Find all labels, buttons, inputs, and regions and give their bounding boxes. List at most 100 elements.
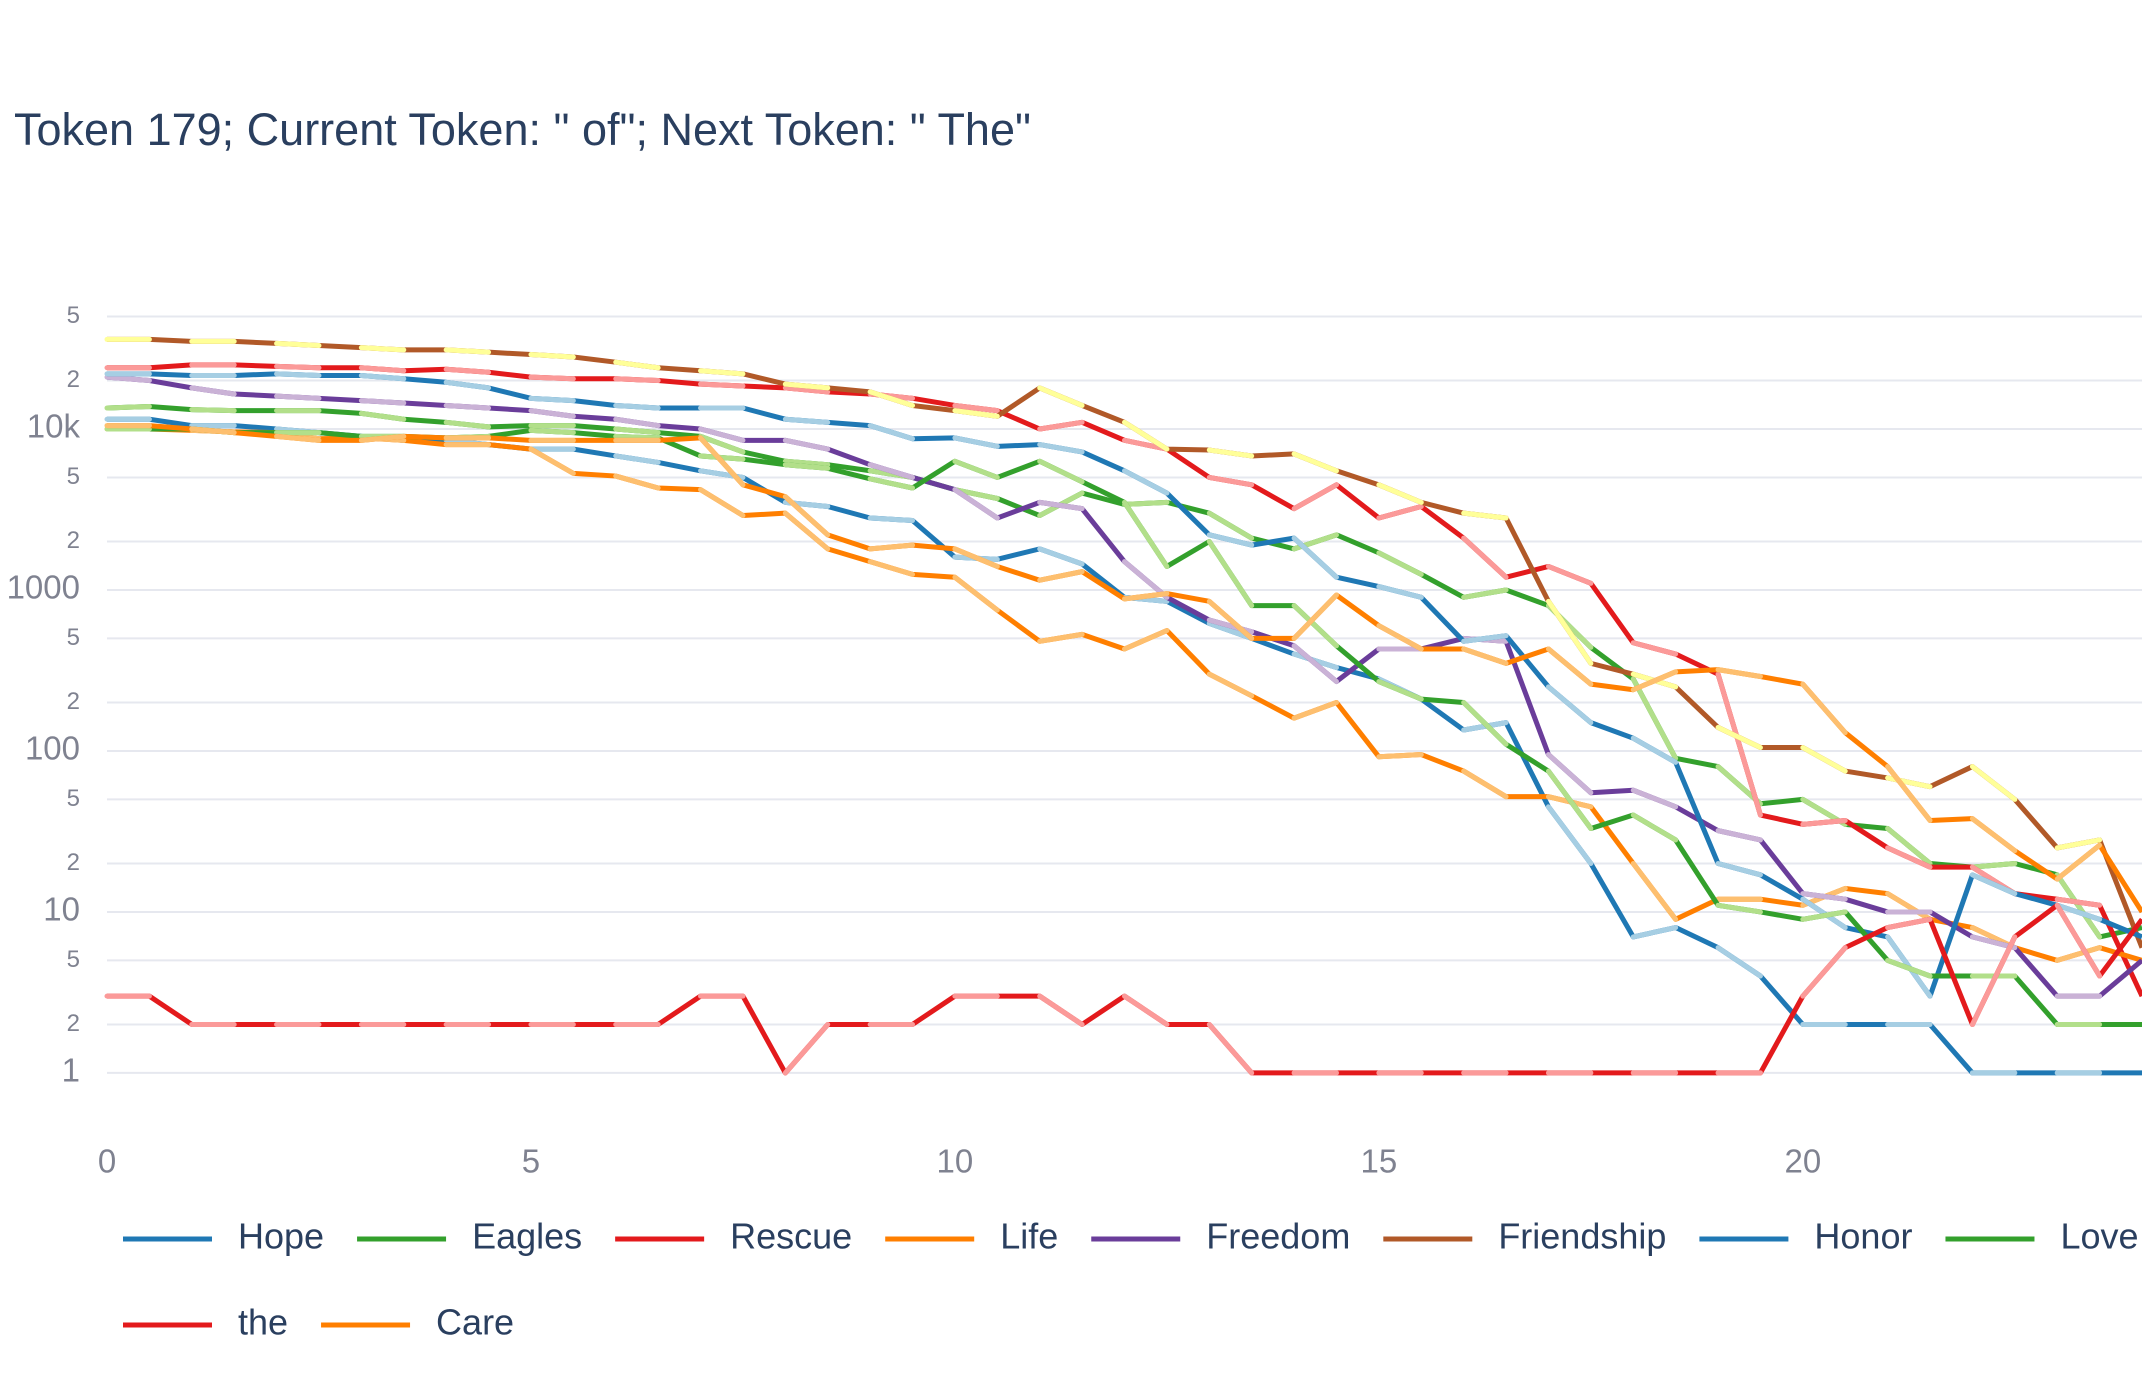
x-tick-label: 5 <box>522 1143 540 1180</box>
series-segment-shade <box>613 453 661 465</box>
series-segment-shade <box>952 402 1000 414</box>
x-tick-label: 20 <box>1784 1143 1821 1180</box>
series-segment-shade <box>782 385 831 395</box>
series-segment-shade <box>1376 550 1424 577</box>
series-segment-shade <box>1545 768 1594 831</box>
series-segment-shade <box>358 433 407 443</box>
series-line <box>107 426 2142 963</box>
series-segment-shade <box>443 379 492 391</box>
series-segment-shade <box>867 542 916 552</box>
y-tick-label: 10 <box>43 891 80 928</box>
series-segment-shade <box>1037 458 1085 485</box>
series-segment-shade <box>1206 1021 1255 1076</box>
series-segment-shade <box>1800 681 1848 736</box>
series-segment-shade <box>2054 837 2103 851</box>
series-segment-shade <box>698 426 746 443</box>
series-segment-shade <box>358 398 407 406</box>
series-segment-shade <box>528 408 576 419</box>
series-line <box>107 362 2142 998</box>
legend-label: Life <box>1000 1216 1058 1257</box>
y-tick-label: 5 <box>67 463 80 490</box>
series-segment-shade <box>867 515 916 524</box>
series-segment-shade <box>952 574 1000 613</box>
series-segment-shade <box>867 559 916 577</box>
series-segment-shade <box>613 376 661 384</box>
series-segment-shade <box>1037 442 1085 455</box>
legend-label: Friendship <box>1498 1216 1666 1257</box>
series-segment-shade <box>358 345 407 353</box>
series-segment-shade <box>1461 646 1509 666</box>
series-segment-shade <box>1206 447 1255 459</box>
series-segment-shade <box>1630 925 1679 940</box>
series-segment-shade <box>1715 902 1763 915</box>
series-segment-shade <box>952 487 1000 502</box>
series-segment-shade <box>1291 700 1339 721</box>
legend-item: Love <box>1945 1216 2139 1257</box>
y-tick-label: 100 <box>25 730 80 767</box>
series-segment-shade <box>1800 817 1848 827</box>
series-segment-shade <box>613 416 661 429</box>
series-segment-shade <box>867 462 916 480</box>
y-tick-label: 2 <box>67 527 80 554</box>
series-segment-shade <box>189 407 237 414</box>
series-segment-shade <box>358 410 407 422</box>
series-segment-shade <box>782 437 831 452</box>
series-segment-shade <box>782 494 831 538</box>
legend-item: Friendship <box>1383 1216 1666 1257</box>
legend-item: Hope <box>123 1216 324 1257</box>
series-segment-shade <box>1715 828 1763 843</box>
series-segment-shade <box>1800 909 1848 922</box>
series-segment-shade <box>1376 584 1424 600</box>
series-segment-shade <box>1206 510 1255 541</box>
series-segment-shade <box>528 427 576 436</box>
series-segment-shade <box>1545 684 1594 726</box>
series-segment-shade <box>1715 667 1763 680</box>
series-segment-shade <box>1461 535 1509 580</box>
x-tick-label: 0 <box>98 1143 116 1180</box>
series-segment-shade <box>698 487 746 519</box>
series-segment-shade <box>1291 535 1339 580</box>
series-segment-shade <box>1122 437 1170 452</box>
series-segment-shade <box>1885 891 1933 922</box>
series-segment-shade <box>952 408 1000 419</box>
series-segment-shade <box>1545 804 1594 866</box>
series-segment-shade <box>443 347 492 355</box>
legend-item: Honor <box>1699 1216 1912 1257</box>
series-segment-shade <box>1206 539 1255 609</box>
series-segment-shade <box>1122 468 1170 496</box>
series-segment-shade <box>782 458 831 468</box>
series-line <box>107 423 2142 914</box>
series-segment-shade <box>1800 745 1848 774</box>
series-segment-shade <box>1037 546 1085 567</box>
series-segment-shade <box>1122 591 1170 602</box>
series-segment-shade <box>1206 620 1255 641</box>
legend-label: Care <box>436 1302 514 1343</box>
series-segment-shade <box>698 433 746 455</box>
series-segment-shade <box>2054 945 2103 963</box>
y-tick-label: 5 <box>67 624 80 651</box>
series-segment-shade <box>1461 700 1509 747</box>
series-line <box>107 416 2142 1076</box>
series-segment-shade <box>1037 631 1085 644</box>
series-segment-shade <box>1969 872 2018 897</box>
series-segment-shade <box>1545 598 1594 666</box>
series-segment-shade <box>1715 671 1763 818</box>
series-segment-shade <box>1545 646 1594 687</box>
legend-item: Rescue <box>615 1216 852 1257</box>
series-segment-shade <box>104 403 152 411</box>
series-segment-shade <box>274 393 322 401</box>
series-segment-shade <box>1630 676 1679 761</box>
chart-title: Token 179; Current Token: " of"; Next To… <box>14 104 1031 155</box>
series-segment-shade <box>189 426 237 436</box>
series-segment-shade <box>613 473 661 491</box>
series-segment-shade <box>1037 993 1085 1027</box>
series-segment-shade <box>1461 633 1509 644</box>
series-segment-shade <box>1545 752 1594 796</box>
series-segment-shade <box>1122 499 1170 507</box>
series-segment-shade <box>1800 891 1848 902</box>
y-tick-label: 2 <box>67 849 80 876</box>
series-segment-shade <box>1291 451 1339 474</box>
series-segment-shade <box>2054 872 2103 940</box>
series-segment-shade <box>613 433 661 441</box>
